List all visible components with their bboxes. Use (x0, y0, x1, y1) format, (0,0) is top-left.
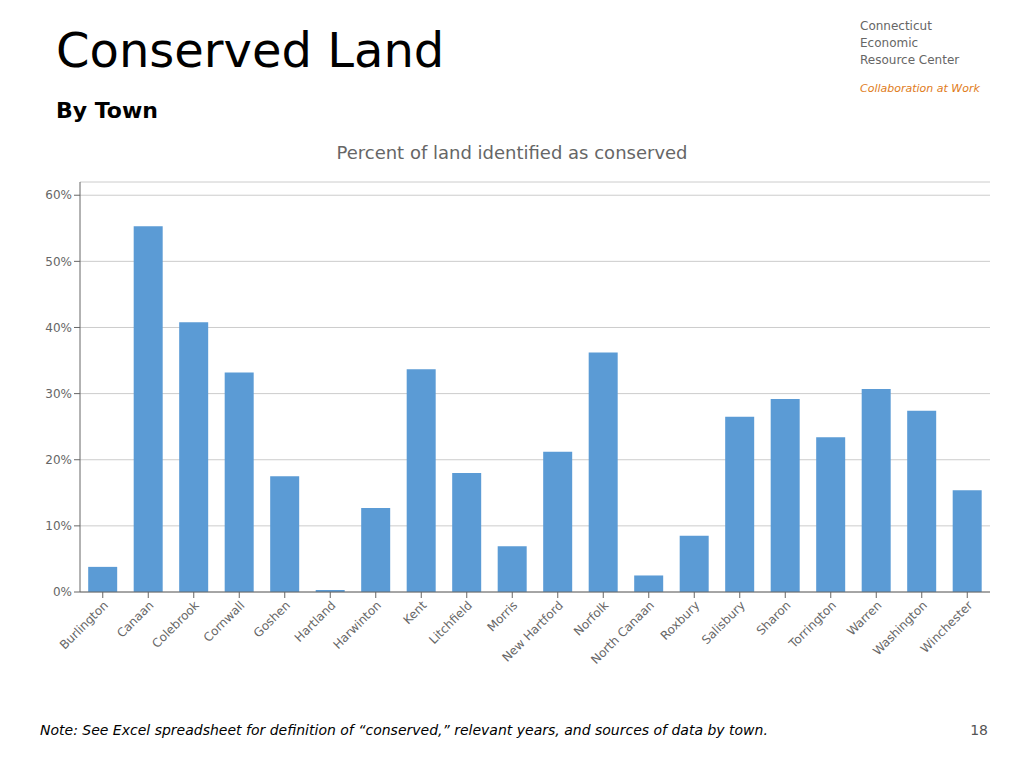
svg-text:Colebrook: Colebrook (149, 598, 202, 651)
svg-text:10%: 10% (45, 519, 72, 533)
svg-text:Kent: Kent (400, 598, 429, 627)
svg-text:Morris: Morris (484, 598, 520, 634)
svg-text:Goshen: Goshen (251, 598, 293, 640)
svg-text:Norfolk: Norfolk (571, 598, 611, 638)
svg-text:Harwinton: Harwinton (330, 598, 384, 652)
svg-text:50%: 50% (45, 255, 72, 269)
html-text:Connecticut Economic Resource: Connecticut Economic Resource Center (860, 19, 960, 67)
svg-text:60%: 60% (45, 188, 72, 202)
svg-text:Warren: Warren (844, 598, 884, 638)
html-text:Conserved Land: Conserved Land (56, 22, 445, 78)
svg-text:Cornwall: Cornwall (201, 598, 248, 645)
svg-text:Hartland: Hartland (292, 598, 339, 645)
html-text:Percent of land identified as: Percent of land identified as conserved (336, 142, 688, 163)
svg-text:North Canaan: North Canaan (588, 598, 657, 667)
html-text:18: 18 (970, 722, 988, 738)
svg-text:Washington: Washington (870, 598, 930, 658)
svg-text:Burlington: Burlington (57, 598, 111, 652)
svg-text:Torrington: Torrington (786, 598, 839, 651)
svg-text:Salisbury: Salisbury (699, 598, 748, 647)
html-text:Collaboration at Work: Collaboration at Work (860, 82, 980, 95)
svg-text:20%: 20% (45, 453, 72, 467)
svg-text:Winchester: Winchester (918, 598, 976, 656)
svg-text:0%: 0% (53, 585, 72, 599)
svg-text:New Hartford: New Hartford (499, 598, 565, 664)
svg-text:Litchfield: Litchfield (426, 598, 475, 647)
html-text:By Town: By Town (56, 98, 158, 123)
svg-text:Sharon: Sharon (754, 598, 794, 638)
svg-text:30%: 30% (45, 387, 72, 401)
svg-text:Canaan: Canaan (114, 598, 156, 640)
svg-text:40%: 40% (45, 321, 72, 335)
svg-text:Roxbury: Roxbury (658, 598, 703, 643)
html-text:Note: See Excel spreadsheet fo: Note: See Excel spreadsheet for definiti… (40, 722, 768, 738)
